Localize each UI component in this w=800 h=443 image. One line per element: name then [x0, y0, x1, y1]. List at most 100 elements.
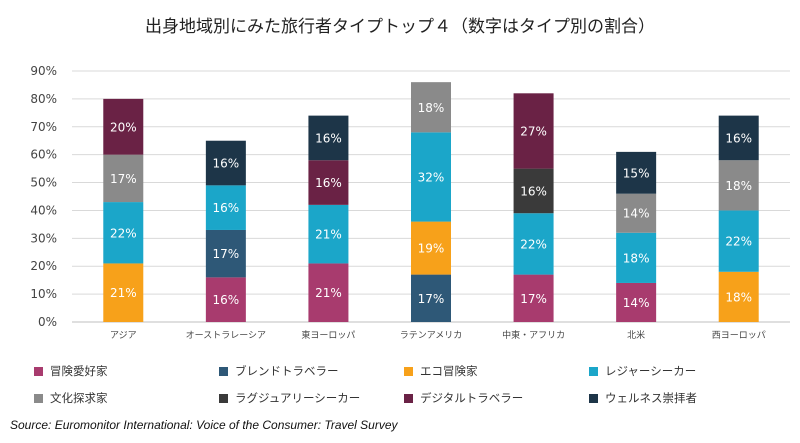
data-label: 16%	[213, 201, 240, 215]
data-label: 21%	[315, 286, 342, 300]
bar-segment	[718, 115, 759, 161]
legend-label: デジタルトラベラー	[420, 391, 524, 405]
x-tick-label: 中東・アフリカ	[502, 329, 565, 341]
legend-entry: ラグジュアリーシーカー	[219, 390, 404, 406]
bar-segment	[616, 232, 657, 283]
data-label: 17%	[520, 292, 547, 306]
bar-segment	[205, 140, 246, 186]
x-tick-label: 北米	[627, 329, 645, 341]
y-tick-label: 10%	[30, 287, 57, 301]
legend-entry: ブレンドトラベラー	[219, 363, 404, 379]
data-label: 17%	[213, 247, 240, 261]
y-tick-label: 70%	[30, 120, 57, 134]
y-tick-label: 20%	[30, 259, 57, 273]
bar-segment	[308, 263, 349, 322]
y-tick-label: 40%	[30, 203, 57, 217]
bar-segment	[205, 185, 246, 230]
data-label: 16%	[520, 184, 547, 198]
bar-segment	[205, 277, 246, 322]
data-label: 20%	[110, 120, 137, 134]
bar-segment	[308, 115, 349, 161]
legend-swatch	[34, 366, 43, 376]
bar-segment	[616, 151, 657, 194]
bar-segment	[513, 93, 554, 169]
y-tick-label: 30%	[30, 231, 57, 245]
legend-entry: エコ冒険家	[404, 363, 589, 379]
data-label: 22%	[520, 237, 547, 251]
bar-segment	[513, 168, 554, 214]
data-label: 22%	[110, 226, 137, 240]
legend-label: 文化探求家	[50, 391, 108, 405]
bar-segment	[411, 221, 451, 275]
data-label: 16%	[213, 293, 240, 307]
legend-swatch	[404, 393, 413, 403]
legend-label: エコ冒険家	[420, 364, 478, 378]
data-label: 17%	[418, 292, 445, 306]
bar-segment	[103, 202, 144, 264]
bar-segment	[616, 282, 657, 322]
data-label: 27%	[520, 124, 547, 138]
data-label: 18%	[418, 101, 445, 115]
data-label: 16%	[213, 157, 240, 171]
bar-segment	[103, 98, 144, 155]
data-label: 16%	[725, 131, 752, 145]
data-label: 18%	[623, 251, 650, 265]
bar-segment	[513, 274, 554, 322]
data-label: 18%	[725, 290, 752, 304]
y-tick-label: 0%	[38, 315, 57, 329]
data-label: 14%	[623, 207, 650, 221]
legend-entry: 文化探求家	[34, 390, 219, 406]
x-tick-label: 西ヨーロッパ	[712, 330, 766, 341]
legend-entry: 冒険愛好家	[34, 363, 219, 379]
chart-title: 出身地域別にみた旅行者タイプトップ４（数字はタイプ別の割合）	[145, 17, 655, 37]
legend-swatch	[34, 393, 43, 403]
legend-label: レジャーシーカー	[605, 364, 697, 378]
bar-segment	[411, 132, 451, 222]
legend-swatch	[404, 366, 413, 376]
x-tick-label: オーストラレーシア	[186, 330, 266, 341]
legend-swatch	[219, 366, 228, 376]
data-label: 18%	[725, 179, 752, 193]
legend-swatch	[589, 393, 598, 403]
data-label: 22%	[725, 235, 752, 249]
chart-legend: 冒険愛好家 ブレンドトラベラー エコ冒険家 レジャーシーカー文化探求家 ラグジュアリーシ…	[34, 363, 774, 406]
data-label: 19%	[418, 242, 445, 256]
y-tick-label: 50%	[30, 176, 57, 190]
bar-segment	[205, 229, 246, 278]
y-tick-label: 60%	[30, 148, 57, 162]
data-label: 32%	[418, 170, 445, 184]
data-label: 17%	[110, 172, 137, 186]
legend-swatch	[219, 393, 228, 403]
bar-segment	[718, 271, 759, 322]
legend-entry: ウェルネス崇拝者	[589, 390, 774, 406]
data-label: 14%	[623, 296, 650, 310]
data-label: 16%	[315, 131, 342, 145]
data-label: 15%	[623, 166, 650, 180]
bar-segment	[411, 274, 451, 322]
legend-label: 冒険愛好家	[50, 364, 108, 378]
x-tick-label: アジア	[110, 331, 137, 341]
bar-segment	[718, 160, 759, 211]
bar-segment	[103, 154, 144, 203]
data-label: 16%	[315, 176, 342, 190]
x-tick-label: 東ヨーロッパ	[301, 329, 355, 341]
bar-segment	[718, 210, 759, 272]
legend-swatch	[589, 366, 598, 376]
bar-segment	[308, 204, 349, 264]
legend-entry: デジタルトラベラー	[404, 390, 589, 406]
y-tick-label: 90%	[30, 64, 57, 78]
bar-segment	[103, 263, 144, 322]
bar-segment	[616, 193, 657, 233]
bar-segment	[513, 213, 554, 275]
legend-entry: レジャーシーカー	[589, 363, 774, 379]
source-note: Source: Euromonitor International: Voice…	[10, 418, 398, 432]
data-label: 21%	[110, 286, 137, 300]
legend-label: ブレンドトラベラー	[235, 364, 339, 378]
bar-segment	[411, 82, 451, 133]
y-tick-label: 80%	[30, 92, 57, 106]
bar-segment	[308, 160, 349, 205]
legend-label: ラグジュアリーシーカー	[235, 391, 361, 405]
data-label: 21%	[315, 228, 342, 242]
x-tick-label: ラテンアメリカ	[400, 330, 463, 341]
